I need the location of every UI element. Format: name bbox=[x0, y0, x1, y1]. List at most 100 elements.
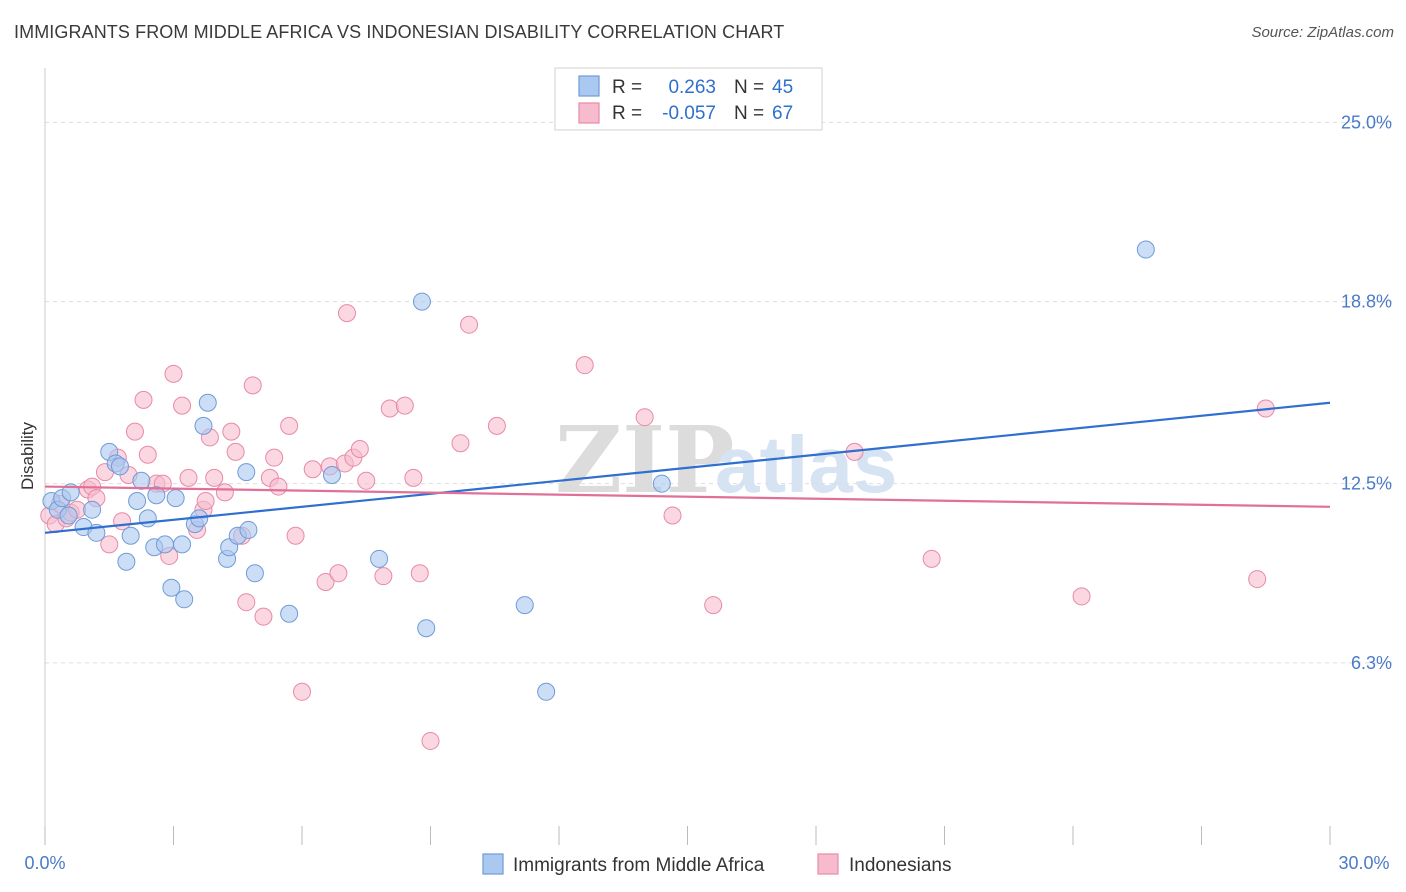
point-blue-13 bbox=[128, 492, 147, 511]
point-pink-40 bbox=[293, 682, 311, 701]
point-pink-39 bbox=[286, 526, 305, 545]
point-pink-41 bbox=[303, 460, 322, 479]
point-blue-10 bbox=[110, 457, 129, 476]
point-pink-64 bbox=[922, 549, 941, 568]
gridlines bbox=[45, 121, 1392, 664]
point-pink-49 bbox=[357, 471, 376, 490]
chart-title: IMMIGRANTS FROM MIDDLE AFRICA VS INDONES… bbox=[14, 22, 785, 42]
point-pink-20 bbox=[164, 364, 183, 383]
axes: 6.3% 12.5% 18.8% 25.0% 0.0% 30.0% bbox=[24, 68, 1392, 873]
point-blue-20 bbox=[166, 489, 185, 508]
trend-line-pink bbox=[44, 485, 1331, 508]
point-blue-26 bbox=[198, 393, 217, 412]
point-pink-22 bbox=[179, 468, 198, 487]
bottom-legend-label-2: Indonesians bbox=[849, 855, 951, 876]
legend-n-label-2: N = bbox=[734, 103, 764, 124]
point-pink-14 bbox=[125, 422, 144, 441]
point-pink-29 bbox=[222, 422, 241, 441]
point-pink-54 bbox=[410, 564, 429, 583]
legend-swatch-pink bbox=[578, 102, 600, 124]
point-pink-56 bbox=[451, 434, 470, 453]
point-pink-33 bbox=[243, 376, 262, 395]
point-blue-41 bbox=[1136, 240, 1155, 259]
bottom-legend-swatch-pink bbox=[817, 853, 839, 875]
point-pink-55 bbox=[421, 731, 440, 750]
point-blue-35 bbox=[370, 549, 389, 568]
point-blue-3 bbox=[59, 506, 78, 525]
point-pink-59 bbox=[575, 356, 594, 375]
point-pink-21 bbox=[173, 396, 192, 415]
point-pink-48 bbox=[350, 439, 369, 458]
bottom-legend: Immigrants from Middle Africa Indonesian… bbox=[482, 853, 951, 876]
point-pink-52 bbox=[395, 396, 414, 415]
y-tick-label-0: 6.3% bbox=[1351, 653, 1392, 673]
point-pink-30 bbox=[226, 442, 245, 461]
x-tick-label-1: 30.0% bbox=[1338, 853, 1389, 873]
point-pink-27 bbox=[205, 468, 224, 487]
legend-r-label-2: R = bbox=[612, 103, 642, 124]
point-pink-15 bbox=[134, 390, 153, 409]
point-pink-46 bbox=[337, 304, 356, 323]
point-pink-32 bbox=[237, 593, 256, 612]
legend-r-value-2: -0.057 bbox=[662, 103, 716, 124]
point-pink-60 bbox=[635, 408, 654, 427]
point-blue-15 bbox=[138, 509, 157, 528]
bottom-legend-swatch-blue bbox=[482, 853, 504, 875]
point-blue-31 bbox=[239, 520, 258, 539]
point-blue-12 bbox=[121, 526, 140, 545]
point-pink-44 bbox=[329, 564, 348, 583]
point-blue-14 bbox=[132, 471, 151, 490]
y-tick-label-3: 25.0% bbox=[1341, 112, 1392, 132]
point-blue-11 bbox=[117, 552, 136, 571]
point-pink-37 bbox=[269, 477, 288, 496]
point-pink-16 bbox=[138, 445, 157, 464]
legend-box: R = 0.263 N = 45 R = -0.057 N = 67 bbox=[554, 67, 823, 131]
y-tick-label-1: 12.5% bbox=[1341, 474, 1392, 494]
point-blue-32 bbox=[245, 564, 264, 583]
legend-n-value-1: 45 bbox=[772, 77, 793, 98]
legend-r-label-1: R = bbox=[612, 77, 642, 98]
trend-line-blue bbox=[44, 401, 1331, 534]
trend-lines bbox=[44, 401, 1331, 534]
point-pink-50 bbox=[374, 567, 393, 586]
source-label: Source: ZipAtlas.com bbox=[1251, 24, 1394, 41]
point-blue-22 bbox=[175, 590, 194, 609]
point-pink-65 bbox=[1072, 587, 1091, 606]
point-pink-36 bbox=[265, 448, 284, 467]
legend-r-value-1: 0.263 bbox=[668, 77, 716, 98]
point-pink-57 bbox=[460, 315, 479, 334]
point-blue-39 bbox=[537, 682, 556, 701]
legend-n-label-1: N = bbox=[734, 77, 764, 98]
point-pink-34 bbox=[254, 607, 273, 626]
point-pink-42 bbox=[316, 572, 335, 591]
watermark-atlas: atlas bbox=[715, 420, 897, 509]
y-tick-label-2: 18.8% bbox=[1341, 292, 1392, 312]
point-blue-17 bbox=[147, 486, 166, 505]
point-pink-53 bbox=[404, 468, 423, 487]
point-pink-28 bbox=[215, 483, 234, 502]
point-blue-6 bbox=[83, 500, 102, 519]
point-pink-51 bbox=[380, 399, 399, 418]
point-pink-10 bbox=[100, 535, 119, 554]
point-pink-58 bbox=[487, 416, 506, 435]
point-blue-30 bbox=[237, 463, 256, 482]
x-tick-label-0: 0.0% bbox=[24, 853, 65, 873]
y-axis-label: Disability bbox=[18, 421, 37, 490]
point-blue-21 bbox=[173, 535, 192, 554]
point-blue-36 bbox=[412, 292, 431, 311]
point-pink-61 bbox=[663, 506, 682, 525]
point-blue-25 bbox=[194, 416, 213, 435]
data-points bbox=[40, 240, 1275, 750]
point-blue-19 bbox=[162, 578, 181, 597]
point-blue-40 bbox=[652, 474, 671, 493]
point-blue-18 bbox=[155, 535, 174, 554]
point-pink-66 bbox=[1248, 570, 1267, 589]
point-pink-25 bbox=[196, 492, 215, 511]
point-blue-34 bbox=[322, 466, 341, 485]
point-blue-33 bbox=[280, 604, 299, 623]
point-pink-62 bbox=[704, 596, 723, 615]
point-blue-37 bbox=[417, 619, 436, 638]
bottom-legend-label-1: Immigrants from Middle Africa bbox=[513, 855, 765, 876]
legend-swatch-blue bbox=[578, 75, 600, 97]
